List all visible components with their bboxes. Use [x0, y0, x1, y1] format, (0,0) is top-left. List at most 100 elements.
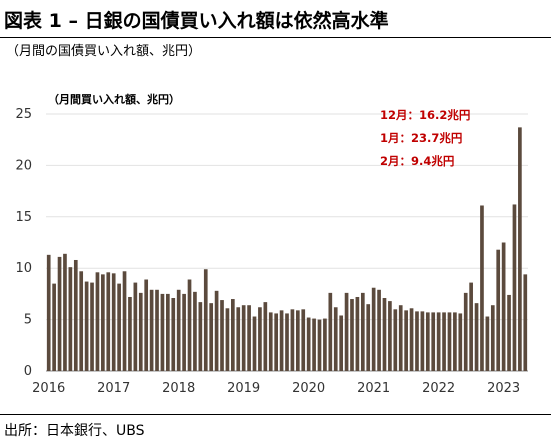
bar [312, 318, 316, 371]
bar [360, 292, 365, 371]
bar [344, 292, 349, 371]
bar [485, 316, 490, 371]
x-tick-labels: 2016 2017 2018 2019 2020 2021 2022 2023 [32, 381, 520, 396]
bar [388, 301, 392, 371]
chart-subtitle: （月間の国債買い入れ額、兆円） [6, 44, 202, 59]
x-tick-label: 2023 [487, 381, 520, 396]
annotations: 12月：16.2兆円 1月：23.7兆円 2月：9.4兆円 [380, 108, 470, 168]
annotation-label: 1月：23.7兆円 [380, 131, 462, 145]
bar [295, 310, 300, 371]
bar [117, 283, 121, 371]
bar [209, 303, 214, 371]
bar [323, 318, 327, 371]
bar [106, 272, 111, 371]
bar [252, 316, 257, 371]
bar [393, 309, 398, 371]
bar [52, 283, 56, 371]
bar [377, 289, 381, 371]
bar [149, 289, 154, 371]
source-divider [0, 414, 551, 415]
bar [523, 274, 528, 371]
bar [111, 273, 116, 371]
bar [160, 293, 165, 371]
bar [101, 274, 105, 371]
bar [317, 319, 322, 371]
bar [474, 303, 479, 371]
bar [198, 302, 203, 371]
bar [285, 313, 289, 371]
y-axis-label: （月間買い入れ額、兆円） [48, 92, 180, 106]
bar [409, 308, 414, 371]
bar [236, 307, 241, 371]
x-tick-label: 2018 [162, 381, 195, 396]
bar [133, 282, 138, 371]
x-tick-label: 2019 [227, 381, 260, 396]
bar [155, 289, 159, 371]
bar [73, 259, 78, 371]
bar [84, 281, 89, 371]
bar [241, 305, 246, 371]
bar [420, 311, 425, 371]
bar [68, 267, 73, 371]
bar [398, 305, 403, 371]
bar [501, 242, 506, 371]
bar [463, 292, 468, 371]
title-divider [0, 37, 551, 38]
bar [431, 312, 436, 371]
bar [518, 127, 522, 371]
bar [425, 312, 430, 371]
bar [258, 307, 262, 371]
y-tick-label: 10 [15, 261, 32, 276]
bar [328, 292, 333, 371]
source-note: 出所：日本銀行、UBS [4, 423, 145, 439]
bar [274, 313, 279, 371]
y-tick-labels: 0 5 10 15 20 25 [15, 107, 32, 379]
bar [366, 304, 371, 371]
bar [480, 205, 484, 371]
bar [263, 302, 268, 371]
bar [447, 312, 452, 371]
bar [436, 312, 441, 371]
bar [490, 305, 495, 371]
annotation-label: 2月：9.4兆円 [380, 154, 454, 168]
bar [306, 317, 311, 371]
bar [90, 282, 94, 371]
bar [301, 309, 306, 371]
bar [122, 271, 127, 371]
bar [193, 291, 197, 371]
bar [496, 249, 501, 371]
y-tick-label: 20 [15, 158, 32, 173]
bar [371, 287, 376, 371]
bar [231, 299, 235, 371]
y-tick-label: 5 [24, 313, 32, 328]
bar [458, 313, 463, 371]
bar [453, 312, 457, 371]
bar [182, 293, 186, 371]
bar [57, 256, 62, 371]
bar [339, 315, 343, 371]
bar [512, 204, 517, 371]
bar [290, 309, 295, 371]
chart-title: 図表 1 – 日銀の国債買い入れ額は依然高水準 [4, 10, 389, 32]
bar [203, 269, 208, 371]
x-tick-label: 2020 [292, 381, 325, 396]
bar [247, 305, 251, 371]
bar [415, 311, 419, 371]
bar [268, 312, 273, 371]
y-tick-label: 0 [24, 364, 32, 379]
bar [63, 253, 67, 371]
x-tick-label: 2021 [357, 381, 390, 396]
bar [279, 310, 284, 371]
x-tick-label: 2016 [32, 381, 65, 396]
bar [176, 289, 181, 371]
bar [220, 300, 224, 371]
bar [355, 296, 360, 371]
bar [404, 310, 408, 371]
y-tick-label: 15 [15, 210, 32, 225]
y-tick-label: 25 [15, 107, 32, 122]
bar [469, 282, 473, 371]
bar [138, 292, 143, 371]
bar [350, 299, 354, 371]
bar [382, 298, 387, 371]
